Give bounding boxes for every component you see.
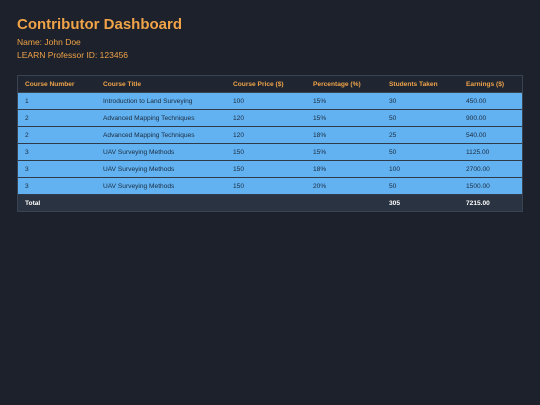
total-empty-cell — [226, 194, 306, 211]
cell-course-number: 3 — [18, 160, 96, 178]
cell-earnings: 2700.00 — [459, 160, 522, 178]
table-row: 2 Advanced Mapping Techniques 120 15% 50… — [18, 109, 522, 127]
column-header-percentage: Percentage (%) — [306, 76, 382, 93]
cell-students-taken: 50 — [382, 109, 459, 127]
cell-course-number: 1 — [18, 92, 96, 110]
cell-course-title: Advanced Mapping Techniques — [96, 109, 226, 127]
cell-students-taken: 50 — [382, 143, 459, 161]
cell-percentage: 15% — [306, 109, 382, 127]
cell-course-price: 120 — [226, 109, 306, 127]
cell-course-price: 150 — [226, 160, 306, 178]
table-row: 2 Advanced Mapping Techniques 120 18% 25… — [18, 126, 522, 144]
table-row: 3 UAV Surveying Methods 150 15% 50 1125.… — [18, 143, 522, 161]
total-row: Total 305 7215.00 — [18, 194, 522, 211]
page-title: Contributor Dashboard — [17, 16, 182, 33]
cell-course-number: 3 — [18, 143, 96, 161]
cell-students-taken: 100 — [382, 160, 459, 178]
table-header: Course Number Course Title Course Price … — [18, 76, 522, 93]
cell-course-title: UAV Surveying Methods — [96, 143, 226, 161]
column-header-course-number: Course Number — [18, 76, 96, 93]
cell-students-taken: 50 — [382, 177, 459, 195]
cell-percentage: 18% — [306, 160, 382, 178]
column-header-course-title: Course Title — [96, 76, 226, 93]
contributor-name: Name: John Doe — [17, 37, 81, 47]
cell-course-price: 150 — [226, 177, 306, 195]
total-empty-cell — [306, 194, 382, 211]
header-row: Course Number Course Title Course Price … — [18, 76, 522, 93]
cell-course-price: 120 — [226, 126, 306, 144]
cell-course-price: 100 — [226, 92, 306, 110]
cell-course-number: 2 — [18, 126, 96, 144]
cell-course-title: Advanced Mapping Techniques — [96, 126, 226, 144]
total-earnings: 7215.00 — [459, 194, 522, 211]
cell-course-price: 150 — [226, 143, 306, 161]
cell-earnings: 900.00 — [459, 109, 522, 127]
table-row: 3 UAV Surveying Methods 150 18% 100 2700… — [18, 160, 522, 178]
cell-percentage: 15% — [306, 92, 382, 110]
cell-earnings: 540.00 — [459, 126, 522, 144]
column-header-students-taken: Students Taken — [382, 76, 459, 93]
cell-percentage: 15% — [306, 143, 382, 161]
earnings-table: Course Number Course Title Course Price … — [18, 76, 522, 211]
cell-earnings: 450.00 — [459, 92, 522, 110]
cell-course-number: 3 — [18, 177, 96, 195]
cell-earnings: 1125.00 — [459, 143, 522, 161]
cell-percentage: 20% — [306, 177, 382, 195]
table-body: 1 Introduction to Land Surveying 100 15%… — [18, 92, 522, 195]
table-row: 1 Introduction to Land Surveying 100 15%… — [18, 92, 522, 110]
cell-students-taken: 30 — [382, 92, 459, 110]
professor-id: LEARN Professor ID: 123456 — [17, 50, 129, 60]
total-empty-cell — [96, 194, 226, 211]
cell-course-number: 2 — [18, 109, 96, 127]
table-footer: Total 305 7215.00 — [18, 194, 522, 211]
column-header-earnings: Earnings ($) — [459, 76, 522, 93]
column-header-course-price: Course Price ($) — [226, 76, 306, 93]
total-label: Total — [18, 194, 96, 211]
cell-course-title: UAV Surveying Methods — [96, 160, 226, 178]
cell-course-title: UAV Surveying Methods — [96, 177, 226, 195]
total-students: 305 — [382, 194, 459, 211]
cell-percentage: 18% — [306, 126, 382, 144]
cell-earnings: 1500.00 — [459, 177, 522, 195]
earnings-table-container: Course Number Course Title Course Price … — [17, 75, 523, 212]
cell-course-title: Introduction to Land Surveying — [96, 92, 226, 110]
cell-students-taken: 25 — [382, 126, 459, 144]
table-row: 3 UAV Surveying Methods 150 20% 50 1500.… — [18, 177, 522, 195]
